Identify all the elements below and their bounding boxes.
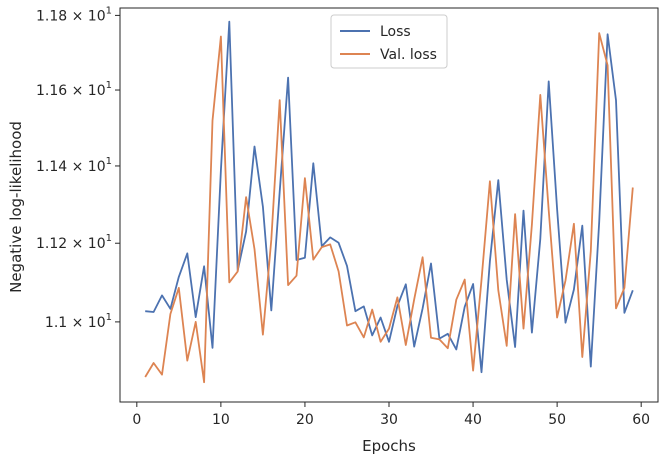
series-line-loss	[145, 20, 634, 374]
y-tick-label: 1.14 × 101	[36, 156, 112, 175]
y-axis: 1.1 × 101 1.12 × 101 1.14 × 101 1.16 × 101 1…	[36, 5, 120, 331]
y-axis-label: Negative log-likelihood	[7, 121, 25, 293]
x-tick-label: 0	[132, 412, 141, 428]
y-tick-label: 1.18 × 101	[36, 5, 112, 24]
x-tick-label: 30	[380, 412, 398, 428]
series-layer	[144, 20, 634, 384]
x-tick-label: 60	[632, 412, 650, 428]
x-tick-label: 50	[548, 412, 566, 428]
x-axis-label: Epochs	[362, 437, 416, 455]
legend-label-loss: Loss	[380, 24, 411, 40]
x-tick-label: 40	[464, 412, 482, 428]
legend: Loss Val. loss	[330, 14, 448, 69]
legend-label-val-loss: Val. loss	[380, 47, 437, 63]
x-tick-label: 20	[296, 412, 314, 428]
series-line-val-loss	[144, 32, 634, 384]
y-tick-label: 1.1 × 101	[45, 312, 112, 331]
x-axis: 0 10 20 30 40 50 60	[132, 402, 650, 428]
y-tick-label: 1.16 × 101	[36, 80, 112, 99]
x-tick-label: 10	[212, 412, 230, 428]
y-tick-label: 1.12 × 101	[36, 233, 112, 252]
